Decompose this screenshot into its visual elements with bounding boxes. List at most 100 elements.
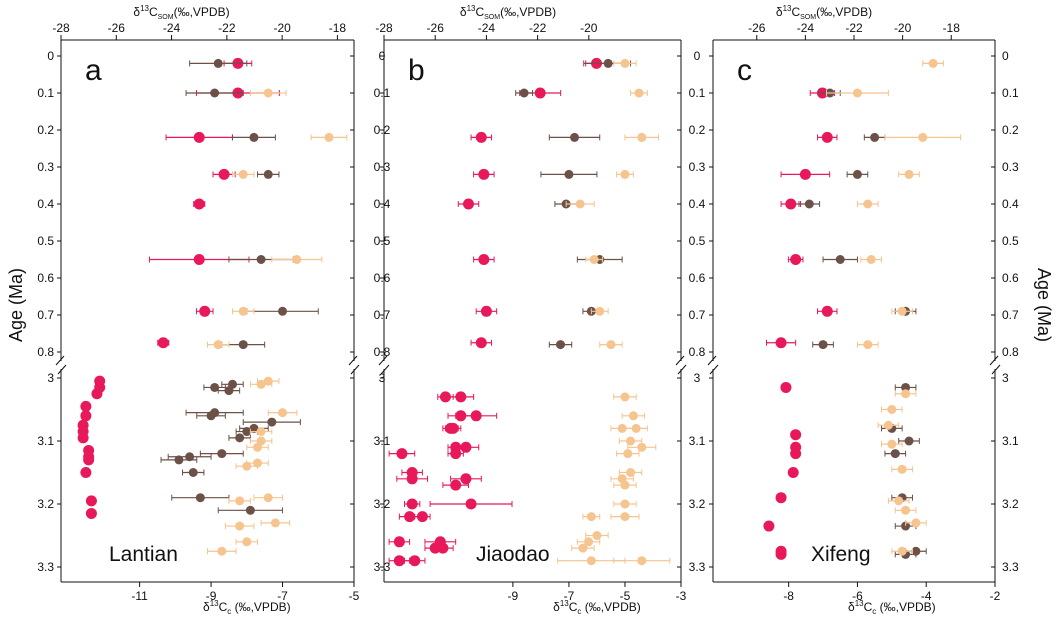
- data-point: [445, 422, 457, 434]
- data-point: [249, 423, 259, 433]
- age-tick-label-right: 0: [1002, 49, 1009, 63]
- site-label: Lantian: [109, 543, 178, 566]
- age-tick-label-a-b: 0.8: [374, 345, 391, 359]
- data-point: [249, 132, 259, 142]
- age-tick-label-right: 3.2: [1002, 497, 1019, 511]
- age-tick-label-right: 0.8: [1002, 345, 1019, 359]
- age-tick-label-right: 0.6: [1002, 271, 1019, 285]
- bottom-axis-tick-label: -9: [508, 589, 519, 603]
- data-point: [475, 337, 487, 349]
- data-point: [628, 411, 638, 421]
- age-tick-label-a-b: 0.6: [374, 271, 391, 285]
- data-point: [586, 556, 596, 566]
- age-tick-label-right: 3: [1002, 371, 1009, 385]
- data-point: [904, 169, 914, 179]
- data-point: [620, 58, 630, 68]
- data-point: [866, 255, 876, 264]
- age-tick-label-a-b: 0.4: [374, 197, 391, 211]
- data-point: [595, 306, 605, 316]
- age-tick-label-right: 0.1: [1002, 86, 1019, 100]
- age-tick-label-a-b: 0.1: [374, 86, 391, 100]
- data-point: [863, 199, 873, 209]
- bottom-axis-tick-label: -4: [921, 589, 932, 603]
- data-point: [396, 448, 408, 460]
- top-axis-tick-label: -22: [218, 21, 236, 35]
- axis-break-mark: [675, 355, 685, 366]
- data-point: [77, 432, 89, 444]
- data-point: [519, 88, 529, 98]
- data-point: [193, 254, 205, 265]
- data-point: [174, 455, 184, 465]
- data-point: [210, 382, 220, 392]
- data-point: [589, 255, 599, 264]
- data-point: [462, 198, 474, 210]
- age-tick-label-a-b: 3: [379, 371, 386, 385]
- data-point: [556, 340, 566, 350]
- data-point: [460, 441, 472, 453]
- data-point: [799, 168, 811, 180]
- axis-break-mark: [348, 355, 358, 366]
- data-point: [253, 442, 263, 452]
- axis-break-mark: [677, 364, 687, 375]
- data-point: [470, 410, 482, 422]
- data-point: [218, 168, 230, 180]
- data-point: [821, 305, 833, 317]
- data-point: [235, 521, 245, 531]
- data-point: [918, 132, 928, 142]
- data-point: [263, 169, 273, 179]
- age-tick-label-b-c: 0: [694, 49, 701, 63]
- age-tick-label-right: 0.4: [1002, 197, 1019, 211]
- data-point: [835, 255, 845, 264]
- bottom-axis-tick-label: -5: [620, 589, 631, 603]
- site-label: Xifeng: [811, 543, 871, 566]
- data-point: [887, 405, 897, 414]
- age-axis-label-right: Age (Ma): [1034, 268, 1054, 342]
- data-point: [263, 88, 273, 98]
- panel-letter: a: [85, 54, 102, 87]
- bottom-axis-tick-label: -6: [852, 589, 863, 603]
- data-point: [460, 473, 472, 485]
- top-axis-tick-label: -26: [748, 21, 766, 35]
- data-point: [637, 556, 647, 566]
- data-point: [85, 507, 97, 519]
- data-point: [623, 449, 633, 459]
- top-axis-tick-label: -24: [478, 21, 496, 35]
- data-point: [267, 417, 277, 427]
- bottom-axis-tick-label: -8: [783, 589, 794, 603]
- data-point: [199, 305, 211, 317]
- top-axis-tick-label: -20: [580, 21, 598, 35]
- data-point: [870, 132, 880, 142]
- data-point: [586, 512, 596, 522]
- data-point: [478, 168, 490, 180]
- age-tick-label-left: 3.2: [37, 497, 54, 511]
- age-tick-label-right: 0.2: [1002, 123, 1019, 137]
- age-axes: 0 0 0 0 0.1 0.1 0.1 0.1 0.2 0.2 0.2 0.2 0.3 0.3 0.3 0.3…: [6, 49, 1054, 574]
- age-tick-label-a-b: 0.5: [374, 234, 391, 248]
- data-point: [631, 423, 641, 433]
- data-point: [210, 88, 220, 98]
- data-point: [404, 511, 416, 523]
- data-point: [897, 464, 907, 474]
- data-point: [224, 386, 234, 396]
- data-point: [901, 389, 911, 399]
- data-point: [238, 340, 248, 350]
- age-tick-label-a-b: 3.2: [374, 497, 391, 511]
- top-axis-tick-label: -18: [329, 21, 347, 35]
- data-point: [775, 492, 787, 504]
- bottom-axis-label: δ13Cc (‰,VPDB): [203, 599, 291, 616]
- age-tick-label-right: 3.3: [1002, 560, 1019, 574]
- top-axis-tick-label: -20: [894, 21, 912, 35]
- data-point: [450, 479, 462, 491]
- data-point: [193, 198, 205, 210]
- data-point: [626, 436, 636, 446]
- panel-a: -28 -26 -24 -22 -20 -18 δ13CSOM(‰,VPDB) -11 -9 -7…: [52, 4, 359, 616]
- bottom-axis-tick-label: -3: [676, 589, 687, 603]
- bottom-axis-tick-label: -9: [206, 589, 217, 603]
- data-point: [235, 433, 245, 443]
- age-tick-label-right: 0.3: [1002, 160, 1019, 174]
- data-point: [270, 518, 280, 528]
- data-point: [242, 461, 252, 471]
- axis-break-mark: [55, 355, 65, 366]
- data-point: [564, 169, 574, 179]
- data-point: [620, 392, 630, 402]
